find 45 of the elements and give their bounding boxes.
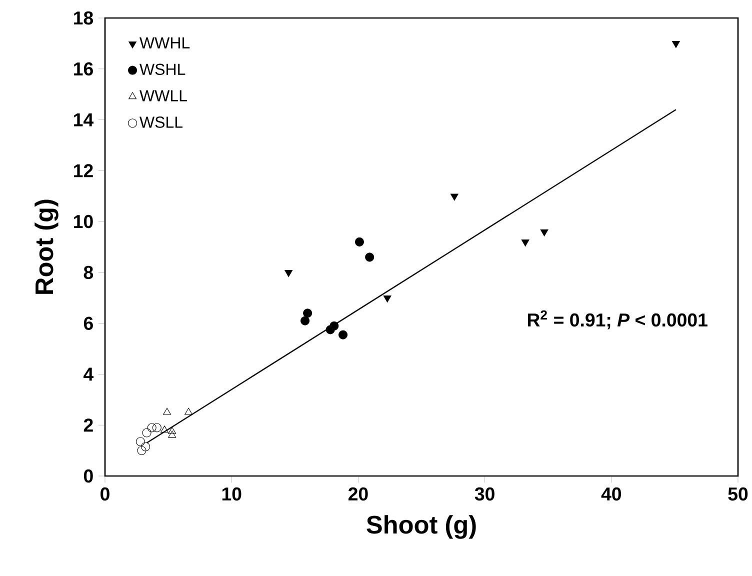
point <box>168 430 176 438</box>
y-tick-label: 16 <box>74 62 93 76</box>
legend-label: WSHL <box>140 64 186 75</box>
x-tick-label: 40 <box>601 487 622 501</box>
point <box>147 423 156 432</box>
x-tick-label: 10 <box>222 487 242 501</box>
point <box>152 423 162 432</box>
annotation: R$^{2}$ = 0.91; P < 0.0001 <box>528 310 708 330</box>
point <box>450 194 458 201</box>
y-tick-label: 10 <box>74 214 93 228</box>
point <box>184 408 193 415</box>
y-tick-label: 2 <box>84 418 93 432</box>
point <box>383 295 392 302</box>
point <box>521 240 530 246</box>
x-tick-label: 0 <box>100 487 110 501</box>
point <box>303 308 312 318</box>
point <box>137 446 146 456</box>
point <box>330 321 339 330</box>
point <box>365 252 374 262</box>
point <box>300 316 310 326</box>
y-tick-label: 4 <box>84 368 94 381</box>
point <box>140 442 150 452</box>
y-axis-title: Root (g) <box>34 200 58 294</box>
y-tick-label: 6 <box>84 316 93 330</box>
legend-label: WWLL <box>140 90 187 102</box>
point <box>160 426 168 433</box>
y-tick-label: 8 <box>84 266 94 280</box>
y-tick-label: 18 <box>74 11 94 25</box>
y-tick-label: 12 <box>74 164 93 178</box>
x-tick-label: 20 <box>348 487 368 501</box>
point <box>354 237 364 246</box>
x-axis-title: Shoot (g) <box>366 515 476 539</box>
point <box>338 330 348 340</box>
point <box>142 428 152 438</box>
y-tick-label: 0 <box>84 469 93 483</box>
legend-label: WSLL <box>140 116 182 128</box>
y-tick-label: 14 <box>74 113 94 126</box>
point <box>284 270 293 277</box>
x-tick-label: 50 <box>728 487 748 501</box>
legend-label: WWHL <box>140 37 190 48</box>
point <box>168 426 176 434</box>
point <box>163 408 172 415</box>
x-tick-label: 30 <box>474 487 494 501</box>
point <box>672 41 680 48</box>
point <box>540 229 548 236</box>
